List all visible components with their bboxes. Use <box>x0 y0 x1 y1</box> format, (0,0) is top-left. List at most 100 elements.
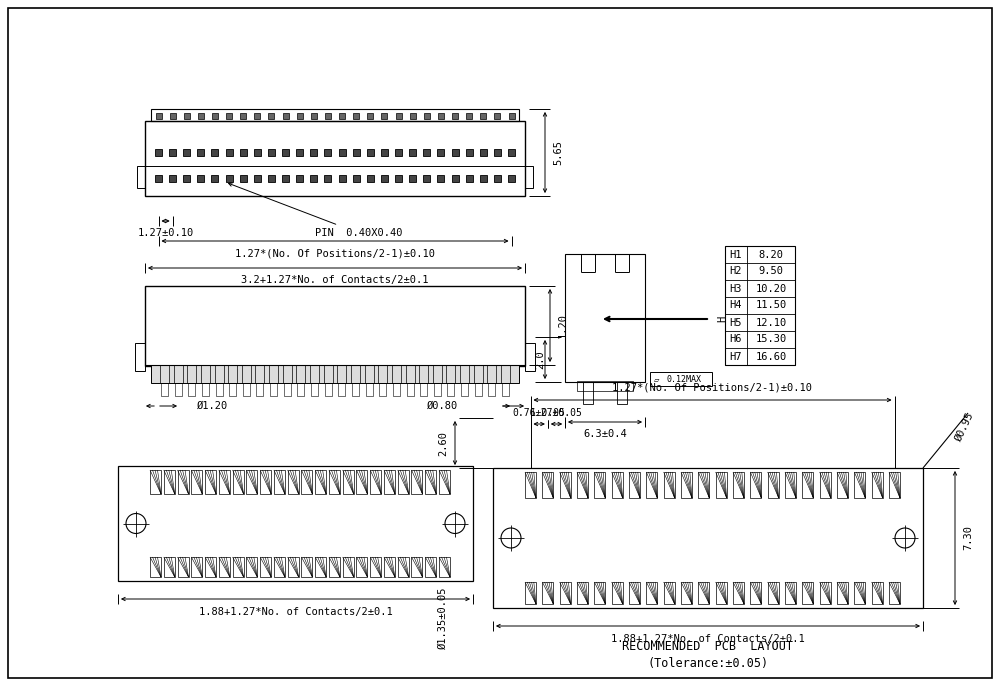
Bar <box>612 472 623 498</box>
Bar <box>198 113 204 119</box>
Bar <box>155 149 162 156</box>
Bar <box>211 175 218 182</box>
Bar <box>353 149 360 156</box>
Bar <box>395 149 402 156</box>
Bar <box>381 113 387 119</box>
Bar <box>384 470 395 494</box>
Bar <box>226 175 233 182</box>
Bar <box>733 582 744 604</box>
Bar <box>353 113 359 119</box>
Bar <box>716 582 727 604</box>
Text: 10.20: 10.20 <box>755 283 787 294</box>
Text: Ø0.80: Ø0.80 <box>427 401 458 411</box>
Bar <box>393 383 400 396</box>
Text: H7: H7 <box>730 351 742 362</box>
Bar <box>164 557 175 577</box>
Bar <box>460 365 469 383</box>
Text: 1.88+1.27*No. of Contacts/2±0.1: 1.88+1.27*No. of Contacts/2±0.1 <box>611 634 805 644</box>
Text: 1.27±0.10: 1.27±0.10 <box>137 228 194 238</box>
Bar <box>161 383 168 396</box>
Bar <box>889 582 900 604</box>
Bar <box>508 175 515 182</box>
Text: H2: H2 <box>730 266 742 276</box>
Bar <box>370 470 381 494</box>
Text: H5: H5 <box>730 318 742 327</box>
Bar <box>423 149 430 156</box>
Bar <box>202 383 209 396</box>
Text: H3: H3 <box>730 283 742 294</box>
Bar <box>296 175 303 182</box>
Bar <box>151 109 519 121</box>
Bar <box>664 582 675 604</box>
Text: H4: H4 <box>730 300 742 311</box>
Bar <box>525 472 536 498</box>
Bar <box>392 365 401 383</box>
Text: H6: H6 <box>730 335 742 344</box>
Bar <box>750 472 761 498</box>
Bar <box>260 470 271 494</box>
Bar <box>461 383 468 396</box>
Bar <box>425 470 436 494</box>
Bar <box>502 383 509 396</box>
Bar <box>750 582 761 604</box>
Bar <box>183 175 190 182</box>
Bar <box>311 383 318 396</box>
Bar <box>466 175 473 182</box>
Bar <box>188 383 195 396</box>
Bar <box>169 149 176 156</box>
Bar <box>219 470 230 494</box>
Bar <box>296 149 303 156</box>
Bar <box>356 470 367 494</box>
Text: 2.0: 2.0 <box>535 351 545 369</box>
Bar <box>612 582 623 604</box>
Bar <box>351 365 360 383</box>
Bar <box>424 113 430 119</box>
Bar <box>447 383 454 396</box>
Bar <box>268 113 274 119</box>
Text: 1.27±0.05: 1.27±0.05 <box>530 408 583 418</box>
Bar <box>164 470 175 494</box>
Text: H1: H1 <box>730 250 742 259</box>
Bar <box>301 470 312 494</box>
Text: 7.30: 7.30 <box>963 525 973 550</box>
Text: 6.3±0.4: 6.3±0.4 <box>583 429 627 439</box>
Bar <box>268 175 275 182</box>
Text: PIN  0.40X0.40: PIN 0.40X0.40 <box>229 183 402 238</box>
Bar <box>420 383 427 396</box>
Bar <box>525 166 533 188</box>
Bar <box>480 149 487 156</box>
Text: 2.60: 2.60 <box>438 431 448 456</box>
Bar <box>437 175 444 182</box>
Text: 12.10: 12.10 <box>755 318 787 327</box>
Bar <box>150 557 161 577</box>
Bar <box>419 365 428 383</box>
Bar <box>872 472 883 498</box>
Bar <box>409 149 416 156</box>
Bar <box>255 365 264 383</box>
Text: 1.20: 1.20 <box>558 313 568 338</box>
Bar <box>174 365 183 383</box>
Bar <box>310 365 319 383</box>
Bar <box>410 113 416 119</box>
Bar <box>178 557 189 577</box>
Text: 0.76±0.05: 0.76±0.05 <box>513 408 566 418</box>
Bar <box>339 149 346 156</box>
Bar <box>378 365 387 383</box>
Bar <box>802 472 813 498</box>
Bar <box>339 113 345 119</box>
Bar <box>425 557 436 577</box>
Bar <box>446 365 455 383</box>
Bar <box>145 286 525 366</box>
Bar <box>229 383 236 396</box>
Bar <box>837 472 848 498</box>
Text: 1.27*(No. Of Positions/2-1)±0.10: 1.27*(No. Of Positions/2-1)±0.10 <box>612 383 812 393</box>
Bar <box>183 149 190 156</box>
Bar <box>577 381 633 391</box>
Text: H: H <box>717 316 727 322</box>
Bar <box>480 175 487 182</box>
Bar <box>226 113 232 119</box>
Bar <box>367 175 374 182</box>
Bar <box>155 175 162 182</box>
Bar <box>664 472 675 498</box>
Bar <box>381 175 388 182</box>
